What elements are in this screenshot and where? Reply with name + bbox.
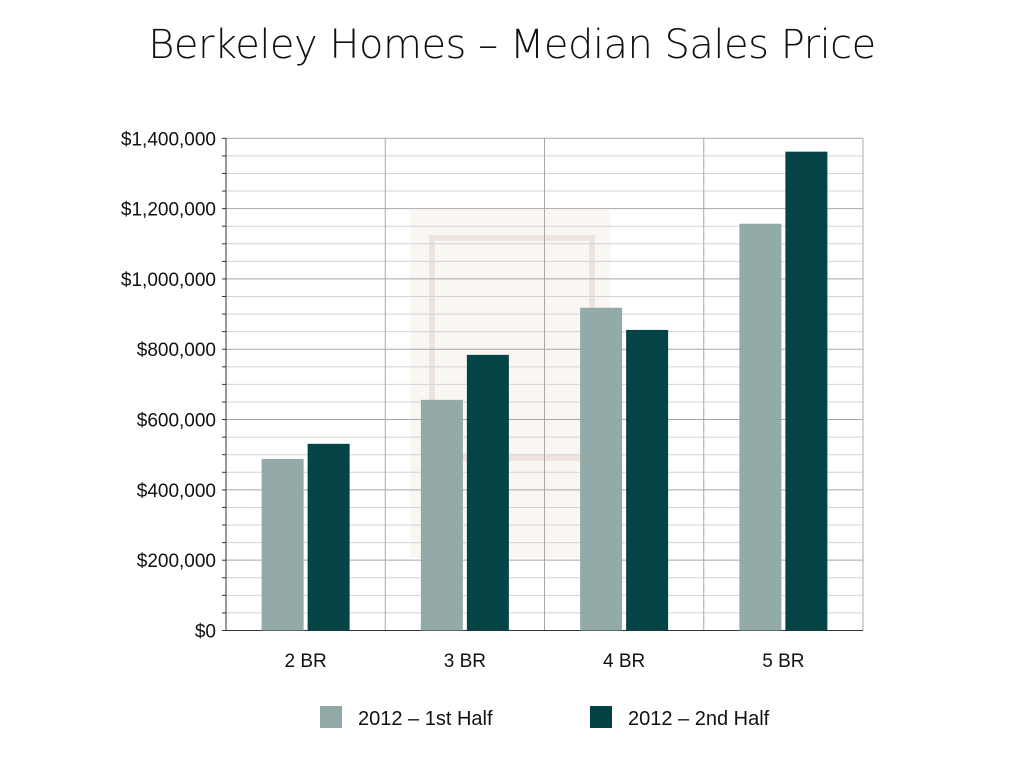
bar-4br-series-2 [626, 329, 669, 631]
bar-2br-series-1 [261, 458, 304, 631]
bar-4br-series-1 [580, 307, 623, 631]
y-tick-label: $600,000 [137, 411, 216, 432]
x-tick-label: 2 BR [285, 651, 327, 672]
y-tick-label: $1,200,000 [121, 200, 216, 221]
bar-3br-series-2 [466, 354, 509, 631]
y-tick-label: $1,400,000 [121, 129, 216, 150]
legend-swatch [320, 706, 342, 728]
y-tick-label: $1,000,000 [121, 270, 216, 291]
legend-swatch [590, 706, 612, 728]
y-tick-label: $800,000 [137, 340, 216, 361]
bar-3br-series-1 [420, 399, 463, 631]
y-tick-label: $400,000 [137, 481, 216, 502]
legend-label: 2012 – 2nd Half [628, 708, 770, 730]
y-tick-label: $0 [195, 622, 216, 643]
x-tick-label: 3 BR [444, 651, 486, 672]
x-tick-label: 4 BR [603, 651, 645, 672]
bar-5br-series-1 [739, 223, 782, 631]
chart-title: Berkeley Homes – Median Sales Price [148, 22, 876, 68]
y-tick-label: $200,000 [137, 551, 216, 572]
legend-label: 2012 – 1st Half [358, 708, 493, 730]
bar-2br-series-2 [307, 443, 350, 631]
bar-5br-series-2 [785, 151, 828, 631]
x-tick-label: 5 BR [762, 651, 804, 672]
